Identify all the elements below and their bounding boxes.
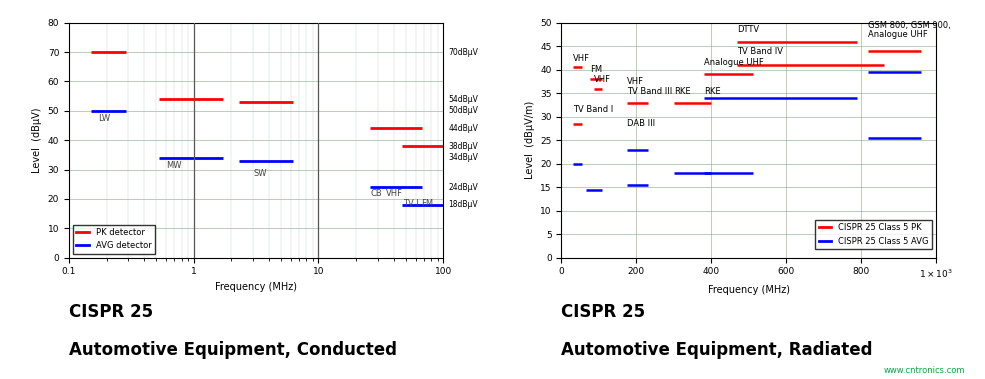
Text: CB: CB xyxy=(370,188,382,197)
Text: 70dBµV: 70dBµV xyxy=(448,48,478,56)
Text: TV Band I: TV Band I xyxy=(572,105,613,114)
Text: RKE: RKE xyxy=(703,86,720,96)
Text: MW: MW xyxy=(166,161,181,170)
Text: CISPR 25: CISPR 25 xyxy=(561,303,645,321)
Text: DTTV: DTTV xyxy=(738,25,759,34)
Text: 50dBµV: 50dBµV xyxy=(448,106,478,115)
Text: CISPR 25: CISPR 25 xyxy=(69,303,153,321)
Text: DAB III: DAB III xyxy=(626,119,655,128)
Text: Automotive Equipment, Conducted: Automotive Equipment, Conducted xyxy=(69,341,397,359)
Y-axis label: Level  (dBµV/m): Level (dBµV/m) xyxy=(525,101,535,179)
Text: 44dBµV: 44dBµV xyxy=(448,124,478,133)
Text: 54dBµV: 54dBµV xyxy=(448,95,478,103)
Text: TV Band IV: TV Band IV xyxy=(738,47,783,56)
Text: SW: SW xyxy=(253,169,267,179)
Text: RKE: RKE xyxy=(674,86,690,96)
Text: TV Band III: TV Band III xyxy=(626,86,672,96)
Text: VHF: VHF xyxy=(572,54,590,63)
Text: www.cntronics.com: www.cntronics.com xyxy=(884,366,965,375)
Text: VHF: VHF xyxy=(626,77,643,86)
Text: Analogue UHF: Analogue UHF xyxy=(869,30,928,39)
Text: Analogue UHF: Analogue UHF xyxy=(703,58,763,67)
Text: VHF: VHF xyxy=(594,75,611,84)
Text: FM: FM xyxy=(590,66,602,74)
Text: GSM 800, GSM 900,: GSM 800, GSM 900, xyxy=(869,21,952,30)
Legend: PK detector, AVG detector: PK detector, AVG detector xyxy=(73,225,155,254)
Text: 18dBµV: 18dBµV xyxy=(448,200,478,209)
X-axis label: Frequency (MHz): Frequency (MHz) xyxy=(215,282,297,292)
Text: Automotive Equipment, Radiated: Automotive Equipment, Radiated xyxy=(561,341,873,359)
Legend: CISPR 25 Class 5 PK, CISPR 25 Class 5 AVG: CISPR 25 Class 5 PK, CISPR 25 Class 5 AV… xyxy=(816,220,932,249)
X-axis label: Frequency (MHz): Frequency (MHz) xyxy=(707,285,790,295)
Text: TV I: TV I xyxy=(404,199,420,208)
Text: 34dBµV: 34dBµV xyxy=(448,153,478,162)
Text: 38dBµV: 38dBµV xyxy=(448,142,478,150)
Text: LW: LW xyxy=(98,114,109,123)
Text: 24dBµV: 24dBµV xyxy=(448,183,478,192)
Text: VHF: VHF xyxy=(386,188,404,197)
Text: FM: FM xyxy=(421,199,432,208)
Y-axis label: Level  (dBµV): Level (dBµV) xyxy=(33,108,42,173)
